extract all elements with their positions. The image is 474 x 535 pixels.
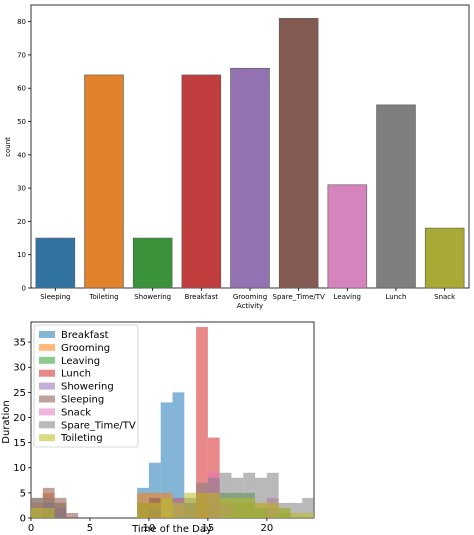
bar-toileting — [84, 74, 124, 289]
hist-bin-toileting — [302, 512, 314, 518]
hist-y-tick-label: 35 — [13, 338, 26, 349]
hist-bin-toileting — [172, 502, 185, 518]
legend-label: Grooming — [61, 343, 110, 354]
bar-leaving — [327, 184, 368, 289]
legend-swatch — [39, 369, 55, 377]
legend-swatch — [39, 343, 55, 351]
bar-x-tick-label: Showering — [134, 293, 171, 301]
bar-x-tick-label: Lunch — [386, 293, 407, 301]
hist-bin-toileting — [278, 507, 291, 518]
hist-bin-toileting — [42, 507, 55, 518]
hist-y-tick-label: 5 — [20, 488, 26, 499]
legend-swatch — [39, 408, 55, 416]
activity-count-bar-chart: count Activity 0 10 20 30 40 50 60 70 80 Sleeping… — [4, 4, 470, 310]
legend-label: Breakfast — [61, 330, 109, 341]
bar-x-axis-label: Activity — [237, 302, 263, 310]
hist-y-tick-label: 30 — [13, 363, 26, 374]
hist-bin-spare-time-tv — [219, 472, 232, 518]
hist-bin-toileting — [137, 502, 149, 518]
bar-y-tick-label: 40 — [17, 151, 26, 159]
bar-y-tick-label: 60 — [17, 85, 26, 93]
legend-swatch — [39, 395, 55, 403]
hist-bin-toileting — [219, 497, 232, 518]
hist-bin-breakfast — [160, 402, 173, 518]
legend-label: Leaving — [61, 356, 100, 367]
legend-swatch — [39, 356, 55, 364]
hist-bin-breakfast — [172, 392, 185, 518]
hist-bin-spare-time-tv — [54, 502, 67, 518]
bar-snack — [424, 227, 465, 289]
legend-label: Spare_Time/TV — [61, 420, 136, 431]
bar-y-tick-label: 20 — [17, 218, 26, 226]
bar-x-tick-label: Spare_Time/TV — [273, 293, 325, 301]
hist-bin-spare-time-tv — [255, 477, 267, 518]
hist-y-tick-label: 10 — [13, 463, 26, 474]
bar-y-tick-label: 30 — [17, 185, 26, 193]
hist-x-tick-label: 5 — [87, 523, 93, 534]
bar-y-tick-label: 0 — [22, 285, 26, 293]
bar-y-axis-label: count — [4, 137, 12, 157]
bar-x-tick-label: Leaving — [334, 293, 361, 301]
bar-y-tick-label: 50 — [17, 118, 26, 126]
bar-breakfast — [181, 74, 222, 289]
hist-bin-toileting — [243, 497, 256, 518]
bar-y-tick-label: 80 — [17, 18, 26, 26]
bar-y-tick-label: 10 — [17, 251, 26, 259]
hist-x-tick-label: 0 — [28, 523, 34, 534]
hist-y-tick-label: 25 — [13, 388, 26, 399]
hist-bin-lunch — [196, 327, 208, 518]
hist-bin-spare-time-tv — [243, 472, 256, 518]
hist-bin-toileting — [290, 512, 303, 518]
legend-box — [33, 324, 139, 448]
bar-x-tick-label: Sleeping — [40, 293, 70, 301]
legend-swatch — [39, 331, 55, 338]
hist-y-axis-label: Duration — [1, 400, 12, 443]
hist-bin-toileting — [231, 497, 244, 518]
hist-bin-toileting — [184, 492, 197, 518]
hist-bin-toileting — [160, 497, 173, 518]
hist-y-tick-label: 20 — [13, 413, 26, 424]
hist-x-tick-label: 20 — [260, 523, 273, 534]
hist-bin-breakfast — [148, 462, 161, 518]
hist-bin-toileting — [255, 502, 267, 518]
hist-bin-toileting — [31, 507, 43, 518]
bar-x-tick-label: Toileting — [88, 293, 118, 301]
hist-bin-sleeping — [66, 512, 79, 518]
bar-lunch — [376, 104, 416, 289]
hist-bin-toileting — [207, 492, 220, 518]
legend-swatch — [39, 421, 55, 429]
hist-bin-toileting — [196, 492, 208, 518]
hist-series-toileting — [31, 492, 314, 518]
hist-x-tick-label: 15 — [202, 523, 215, 534]
bar-grooming — [230, 67, 270, 289]
bar-sleeping — [35, 237, 76, 289]
bar-x-tick-label: Snack — [434, 293, 456, 301]
legend-label: Lunch — [61, 369, 91, 380]
legend-swatch — [39, 434, 55, 442]
hist-y-tick-label: 0 — [20, 514, 26, 525]
duration-histogram-chart: Duration Time of the Day 0 5 10 15 20 25 30 35 0… — [1, 321, 315, 535]
legend-swatch — [39, 382, 55, 390]
legend-label: Snack — [61, 407, 91, 418]
hist-bin-spare-time-tv — [302, 497, 314, 518]
hist-bin-spare-time-tv — [290, 502, 303, 518]
hist-x-axis-label: Time of the Day — [131, 524, 212, 535]
legend-label: Sleeping — [61, 395, 104, 406]
bar-spare-time-tv — [278, 18, 319, 289]
hist-bin-toileting — [266, 502, 279, 518]
hist-bin-spare-time-tv — [266, 472, 279, 518]
hist-y-tick-label: 15 — [13, 438, 26, 449]
bar-x-tick-label: Breakfast — [185, 293, 219, 301]
hist-bin-toileting — [148, 502, 161, 518]
legend-label: Toileting — [60, 433, 103, 444]
hist-legend: Breakfast Grooming Leaving Lunch Showering Sl… — [33, 324, 139, 448]
hist-x-tick-label: 10 — [143, 523, 156, 534]
bar-showering — [132, 237, 173, 289]
bar-x-tick-label: Grooming — [233, 293, 267, 301]
bar-y-tick-label: 70 — [17, 51, 26, 59]
legend-label: Showering — [61, 382, 114, 393]
